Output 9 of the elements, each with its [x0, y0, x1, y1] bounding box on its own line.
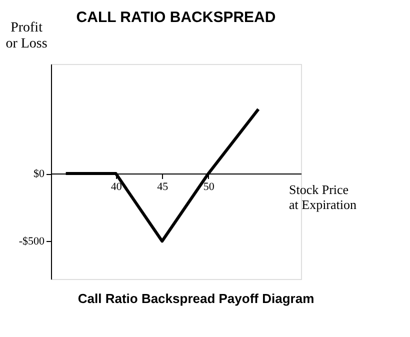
y-axis-title: Profit or Loss: [6, 20, 48, 52]
y-tick-label: $0: [34, 168, 45, 180]
x-tick-label: 45: [157, 181, 169, 194]
x-axis-title: Stock Price at Expiration: [289, 182, 358, 212]
chart-title: CALL RATIO BACKSPREAD: [76, 9, 276, 26]
x-tick-label: 50: [203, 181, 215, 194]
x-tick-label: 40: [110, 181, 122, 194]
y-tick-label: -$500: [18, 236, 45, 248]
text: Call Ratio Backspread Payoff Diagram: [78, 291, 314, 306]
